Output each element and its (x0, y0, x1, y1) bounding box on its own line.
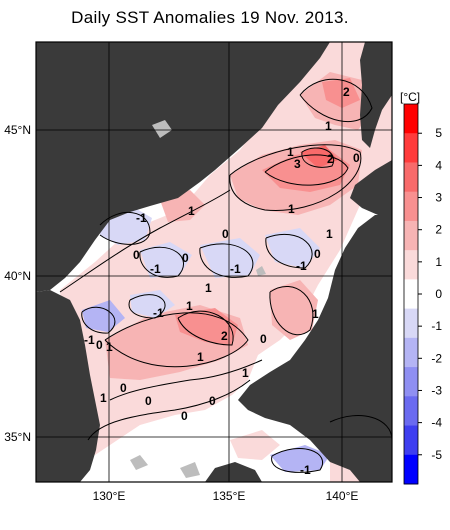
colorbar-tick-label: 2 (435, 223, 442, 237)
contour-label: 0 (260, 332, 267, 346)
contour-label: 1 (287, 145, 294, 159)
colorbar-tick-label: -5 (431, 448, 442, 462)
contour-label: 3 (294, 157, 301, 171)
colorbar-tick-label: -4 (431, 416, 442, 430)
contour-lines (59, 78, 393, 473)
lat-label-35: 35°N (4, 430, 31, 444)
contour-label: 0 (314, 247, 321, 261)
contour-label: 1 (100, 391, 107, 405)
contour-label: 0 (133, 248, 140, 262)
contour-label: 0 (182, 251, 189, 265)
colorbar-swatch (404, 367, 418, 397)
lat-label-40: 40°N (4, 269, 31, 283)
contour-label: 1 (325, 119, 332, 133)
contour-label: 0 (222, 227, 229, 241)
map-title: Daily SST Anomalies 19 Nov. 2013. (71, 8, 349, 27)
colorbar: [°C] 5 4 3 2 1 0 -1 -2 -3 -4 -5 (400, 90, 442, 485)
sakhalin (360, 42, 392, 148)
contour-label: 1 (326, 227, 333, 241)
colorbar-swatch (404, 396, 418, 427)
colorbar-swatch (404, 191, 418, 222)
colorbar-tick-label: -2 (431, 351, 442, 365)
contour-label: 0 (209, 394, 216, 408)
contour-label: -1 (84, 333, 95, 347)
contour-label: 0 (96, 338, 103, 352)
lat-label-45: 45°N (4, 123, 31, 137)
colorbar-tick-label: 1 (435, 255, 442, 269)
asian-mainland (36, 42, 330, 292)
colorbar-swatch (404, 250, 418, 280)
colorbar-tick-label: 5 (435, 126, 442, 140)
colorbar-swatch (404, 133, 418, 163)
lon-label-140: 140°E (326, 489, 359, 503)
colorbar-tick-label: -1 (431, 319, 442, 333)
colorbar-swatch (404, 104, 418, 134)
colorbar-tick-label: 4 (435, 158, 442, 172)
land-masses (36, 42, 392, 482)
contour-label: 0 (181, 409, 188, 423)
colorbar-unit: [°C] (400, 90, 420, 104)
contour-label: 2 (221, 329, 228, 343)
contour-value-labels: 2 1 1 3 2 0 1 -1 1 0 1 0 -1 0 -1 -1 0 1 … (84, 85, 360, 477)
contour-label: 1 (106, 340, 113, 354)
map-frame (35, 41, 393, 483)
graticule (36, 42, 392, 482)
islands (130, 120, 266, 478)
contour-label: -1 (300, 463, 311, 477)
colorbar-swatch (404, 425, 418, 456)
contour-label: 1 (188, 204, 195, 218)
contour-label: 0 (120, 381, 127, 395)
contour-label: -1 (136, 211, 147, 225)
colorbar-swatch (404, 162, 418, 193)
colorbar-swatch (404, 220, 418, 251)
colorbar-tick-label: 0 (435, 287, 442, 301)
colorbar-swatch (404, 279, 418, 310)
lon-label-130: 130°E (93, 489, 126, 503)
contour-label: 1 (242, 366, 249, 380)
contour-label: -1 (230, 262, 241, 276)
contour-label: 1 (205, 281, 212, 295)
colorbar-swatch (404, 454, 418, 485)
kyushu (205, 462, 262, 482)
colorbar-tick-label: -3 (431, 383, 442, 397)
contour-label: 1 (288, 202, 295, 216)
hokkaido (350, 160, 392, 215)
colorbar-swatch (404, 337, 418, 368)
colorbar-ticks: 5 4 3 2 1 0 -1 -2 -3 -4 -5 (418, 126, 442, 462)
contour-label: 1 (312, 307, 319, 321)
contour-label: 0 (145, 394, 152, 408)
contour-label: 1 (186, 299, 193, 313)
korean-peninsula (36, 290, 100, 482)
lon-label-135: 135°E (213, 489, 246, 503)
contour-label: -1 (153, 306, 164, 320)
contour-label: -1 (296, 259, 307, 273)
colorbar-swatch (404, 308, 418, 339)
contour-label: -1 (150, 262, 161, 276)
colorbar-swatches (404, 104, 418, 485)
contour-label: 2 (343, 85, 350, 99)
colorbar-tick-label: 3 (435, 191, 442, 205)
contour-label: 0 (353, 151, 360, 165)
axis-labels: 45°N 40°N 35°N 130°E 135°E 140°E (4, 123, 358, 503)
contour-label: 2 (327, 152, 334, 166)
contour-label: 1 (197, 350, 204, 364)
